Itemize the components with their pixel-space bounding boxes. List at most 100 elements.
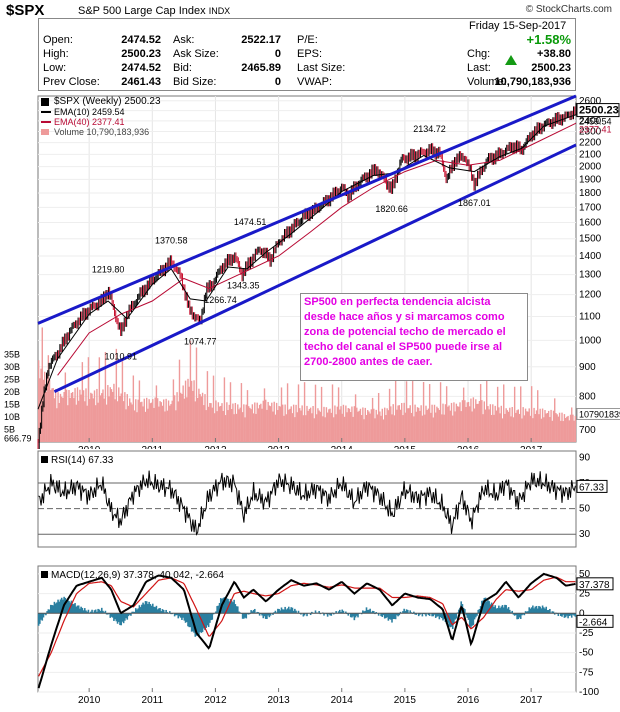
macd-histogram-bar bbox=[66, 598, 69, 614]
volume-bar bbox=[254, 402, 256, 442]
macd-histogram-bar bbox=[122, 613, 125, 624]
volume-bar bbox=[204, 394, 206, 442]
macd-histogram-bar bbox=[338, 609, 341, 614]
macd-histogram-bar bbox=[476, 613, 478, 616]
macd-histogram-bar bbox=[297, 610, 300, 614]
macd-histogram-bar bbox=[264, 613, 267, 619]
macd-histogram-bar bbox=[498, 605, 500, 614]
volume-bar bbox=[136, 412, 138, 442]
macd-histogram-bar bbox=[454, 613, 456, 620]
volume-bar bbox=[172, 379, 175, 442]
pivot-label: 1010.91 bbox=[104, 352, 137, 362]
macd-line bbox=[37, 572, 576, 689]
macd-histogram-bar bbox=[529, 608, 532, 614]
volume-bar bbox=[65, 389, 68, 442]
quote-date: Friday 15-Sep-2017 bbox=[469, 20, 567, 32]
macd-histogram-bar bbox=[232, 602, 234, 614]
macd-histogram-bar bbox=[522, 613, 524, 615]
up-triangle-icon bbox=[505, 55, 517, 65]
volume-bar bbox=[431, 404, 433, 442]
volume-bar bbox=[319, 411, 322, 442]
volume-bar bbox=[222, 410, 224, 442]
volume-bar bbox=[132, 375, 135, 442]
macd-histogram-bar bbox=[211, 613, 214, 620]
volume-bar bbox=[529, 415, 532, 442]
volume-bar bbox=[459, 402, 461, 442]
volume-bar bbox=[214, 413, 216, 442]
volume-bar bbox=[269, 406, 272, 442]
volume-bar bbox=[175, 410, 177, 442]
volume-bar bbox=[144, 411, 147, 442]
volume-bar bbox=[375, 409, 377, 442]
volume-bar bbox=[386, 408, 388, 442]
volume-bar bbox=[556, 414, 558, 442]
macd-histogram-bar bbox=[341, 609, 344, 614]
volume-bar bbox=[221, 403, 223, 442]
volume-bar bbox=[180, 392, 182, 442]
macd-histogram-bar bbox=[183, 613, 186, 621]
macd-axis-tick: 50 bbox=[579, 569, 591, 580]
rsi-axis-tick: 90 bbox=[579, 452, 591, 463]
macd-x-axis-label: 2014 bbox=[331, 695, 354, 706]
volume-bar bbox=[393, 415, 396, 442]
index-full-name: S&P 500 Large Cap Index bbox=[78, 5, 206, 17]
macd-histogram-bar bbox=[74, 603, 76, 614]
chg-label: Chg: bbox=[467, 48, 491, 60]
macd-histogram-bar bbox=[263, 613, 266, 617]
volume-bar bbox=[80, 394, 82, 442]
macd-histogram-bar bbox=[202, 613, 205, 629]
macd-histogram-bar bbox=[355, 613, 358, 616]
macd-histogram-bar bbox=[398, 613, 401, 616]
macd-histogram-bar bbox=[518, 613, 521, 618]
macd-histogram-bar bbox=[81, 607, 84, 614]
ema40-right-label: 2377.41 bbox=[579, 125, 612, 135]
macd-histogram-bar bbox=[76, 605, 79, 614]
volume-axis-tick: 35B bbox=[4, 350, 20, 360]
volume-bar bbox=[51, 388, 53, 442]
volume-bar bbox=[68, 389, 70, 442]
macd-histogram-bar bbox=[166, 612, 169, 614]
volume-bar bbox=[511, 407, 513, 442]
macd-histogram-bar bbox=[541, 605, 544, 614]
volume-bar bbox=[460, 411, 462, 442]
volume-bar bbox=[394, 380, 397, 442]
volume-bar bbox=[309, 407, 312, 442]
price-x-axis-label: 2015 bbox=[394, 445, 417, 449]
volume-bar bbox=[288, 409, 290, 442]
volume-bar bbox=[426, 410, 428, 442]
macd-histogram-bar bbox=[120, 613, 123, 626]
macd-histogram-bar bbox=[190, 613, 193, 632]
volume-bar bbox=[341, 413, 343, 442]
last-volume-label: 10790183936 bbox=[579, 410, 620, 420]
volume-bar bbox=[555, 413, 557, 442]
macd-histogram-bar bbox=[124, 613, 126, 621]
volume-bar bbox=[181, 394, 183, 442]
macd-histogram-bar bbox=[246, 613, 249, 615]
volume-bar bbox=[120, 393, 122, 442]
volume-bar bbox=[209, 402, 211, 442]
rsi-legend: RSI(14) 67.33 bbox=[51, 455, 114, 466]
volume-bar bbox=[510, 416, 512, 442]
stockcharts-brand[interactable]: © StockCharts.com bbox=[525, 4, 612, 15]
macd-histogram-bar bbox=[527, 611, 529, 614]
macd-histogram-bar bbox=[96, 611, 98, 614]
volume-bar bbox=[187, 378, 189, 442]
volume-bar bbox=[498, 407, 500, 442]
macd-histogram-bar bbox=[421, 613, 424, 617]
macd-histogram-bar bbox=[425, 613, 427, 617]
macd-histogram-bar bbox=[56, 602, 58, 614]
volume-bar bbox=[50, 390, 52, 442]
volume-bar bbox=[347, 408, 349, 442]
last-volume-box bbox=[576, 408, 620, 420]
rsi-line bbox=[38, 470, 576, 536]
macd-histogram-bar bbox=[557, 613, 560, 617]
volume-bar bbox=[177, 401, 179, 442]
volume-bar bbox=[566, 416, 568, 442]
macd-histogram-bar bbox=[236, 606, 239, 614]
macd-histogram-bar bbox=[494, 605, 497, 614]
macd-histogram-bar bbox=[372, 611, 375, 614]
volume-bar bbox=[116, 401, 119, 442]
volume-bar bbox=[194, 401, 196, 442]
macd-histogram-bar bbox=[485, 601, 488, 614]
volume-bar bbox=[381, 408, 383, 442]
